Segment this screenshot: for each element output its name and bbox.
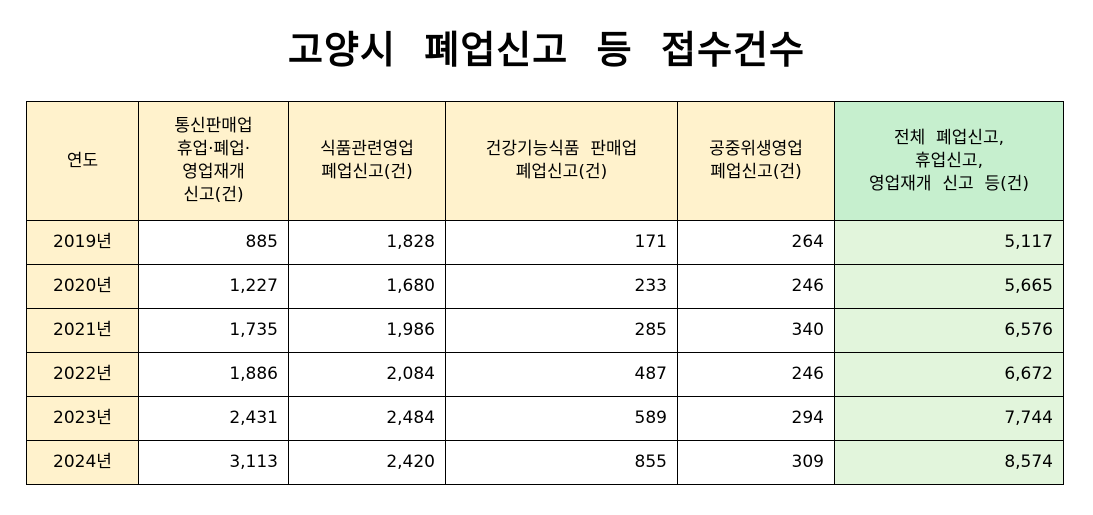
cell-total: 7,744 [834, 396, 1064, 441]
page-title: 고양시 폐업신고 등 접수건수 [288, 28, 805, 72]
cell-total: 8,574 [834, 440, 1064, 485]
cell-food: 1,986 [288, 308, 446, 353]
cell-ecommerce: 2,431 [138, 396, 289, 441]
cell-food: 2,420 [288, 440, 446, 485]
cell-year: 2020년 [26, 264, 139, 309]
closure-report-table: 연도 통신판매업 휴업·폐업· 영업재개 신고(건) 식품관련영업 폐업신고(건… [26, 101, 1064, 485]
cell-health: 171 [445, 220, 678, 265]
cell-ecommerce: 1,227 [138, 264, 289, 309]
cell-health: 285 [445, 308, 678, 353]
table-header-row: 연도 통신판매업 휴업·폐업· 영업재개 신고(건) 식품관련영업 폐업신고(건… [26, 101, 1064, 221]
header-public-hygiene-closures: 공중위생영업 폐업신고(건) [677, 101, 835, 221]
cell-total: 5,665 [834, 264, 1064, 309]
table-row: 2019년 885 1,828 171 264 5,117 [26, 220, 1064, 265]
table-row: 2023년 2,431 2,484 589 294 7,744 [26, 396, 1064, 441]
table-row: 2020년 1,227 1,680 233 246 5,665 [26, 264, 1064, 309]
cell-hygiene: 294 [677, 396, 835, 441]
cell-health: 855 [445, 440, 678, 485]
header-health-food-sales-closures: 건강기능식품 판매업 폐업신고(건) [445, 101, 678, 221]
cell-hygiene: 340 [677, 308, 835, 353]
header-food-business-closures: 식품관련영업 폐업신고(건) [288, 101, 446, 221]
cell-food: 2,084 [288, 352, 446, 397]
cell-ecommerce: 1,886 [138, 352, 289, 397]
cell-year: 2021년 [26, 308, 139, 353]
cell-hygiene: 246 [677, 352, 835, 397]
cell-hygiene: 264 [677, 220, 835, 265]
table-row: 2024년 3,113 2,420 855 309 8,574 [26, 440, 1064, 485]
cell-food: 2,484 [288, 396, 446, 441]
cell-hygiene: 309 [677, 440, 835, 485]
cell-health: 589 [445, 396, 678, 441]
cell-ecommerce: 1,735 [138, 308, 289, 353]
cell-year: 2023년 [26, 396, 139, 441]
table-row: 2021년 1,735 1,986 285 340 6,576 [26, 308, 1064, 353]
header-ecommerce-reports: 통신판매업 휴업·폐업· 영업재개 신고(건) [138, 101, 289, 221]
cell-total: 5,117 [834, 220, 1064, 265]
cell-ecommerce: 3,113 [138, 440, 289, 485]
cell-food: 1,680 [288, 264, 446, 309]
cell-health: 487 [445, 352, 678, 397]
cell-food: 1,828 [288, 220, 446, 265]
cell-year: 2019년 [26, 220, 139, 265]
table-row: 2022년 1,886 2,084 487 246 6,672 [26, 352, 1064, 397]
header-total-reports: 전체 폐업신고, 휴업신고, 영업재개 신고 등(건) [834, 101, 1064, 221]
cell-year: 2024년 [26, 440, 139, 485]
cell-total: 6,672 [834, 352, 1064, 397]
cell-ecommerce: 885 [138, 220, 289, 265]
cell-total: 6,576 [834, 308, 1064, 353]
cell-hygiene: 246 [677, 264, 835, 309]
cell-health: 233 [445, 264, 678, 309]
header-year: 연도 [26, 101, 139, 221]
cell-year: 2022년 [26, 352, 139, 397]
